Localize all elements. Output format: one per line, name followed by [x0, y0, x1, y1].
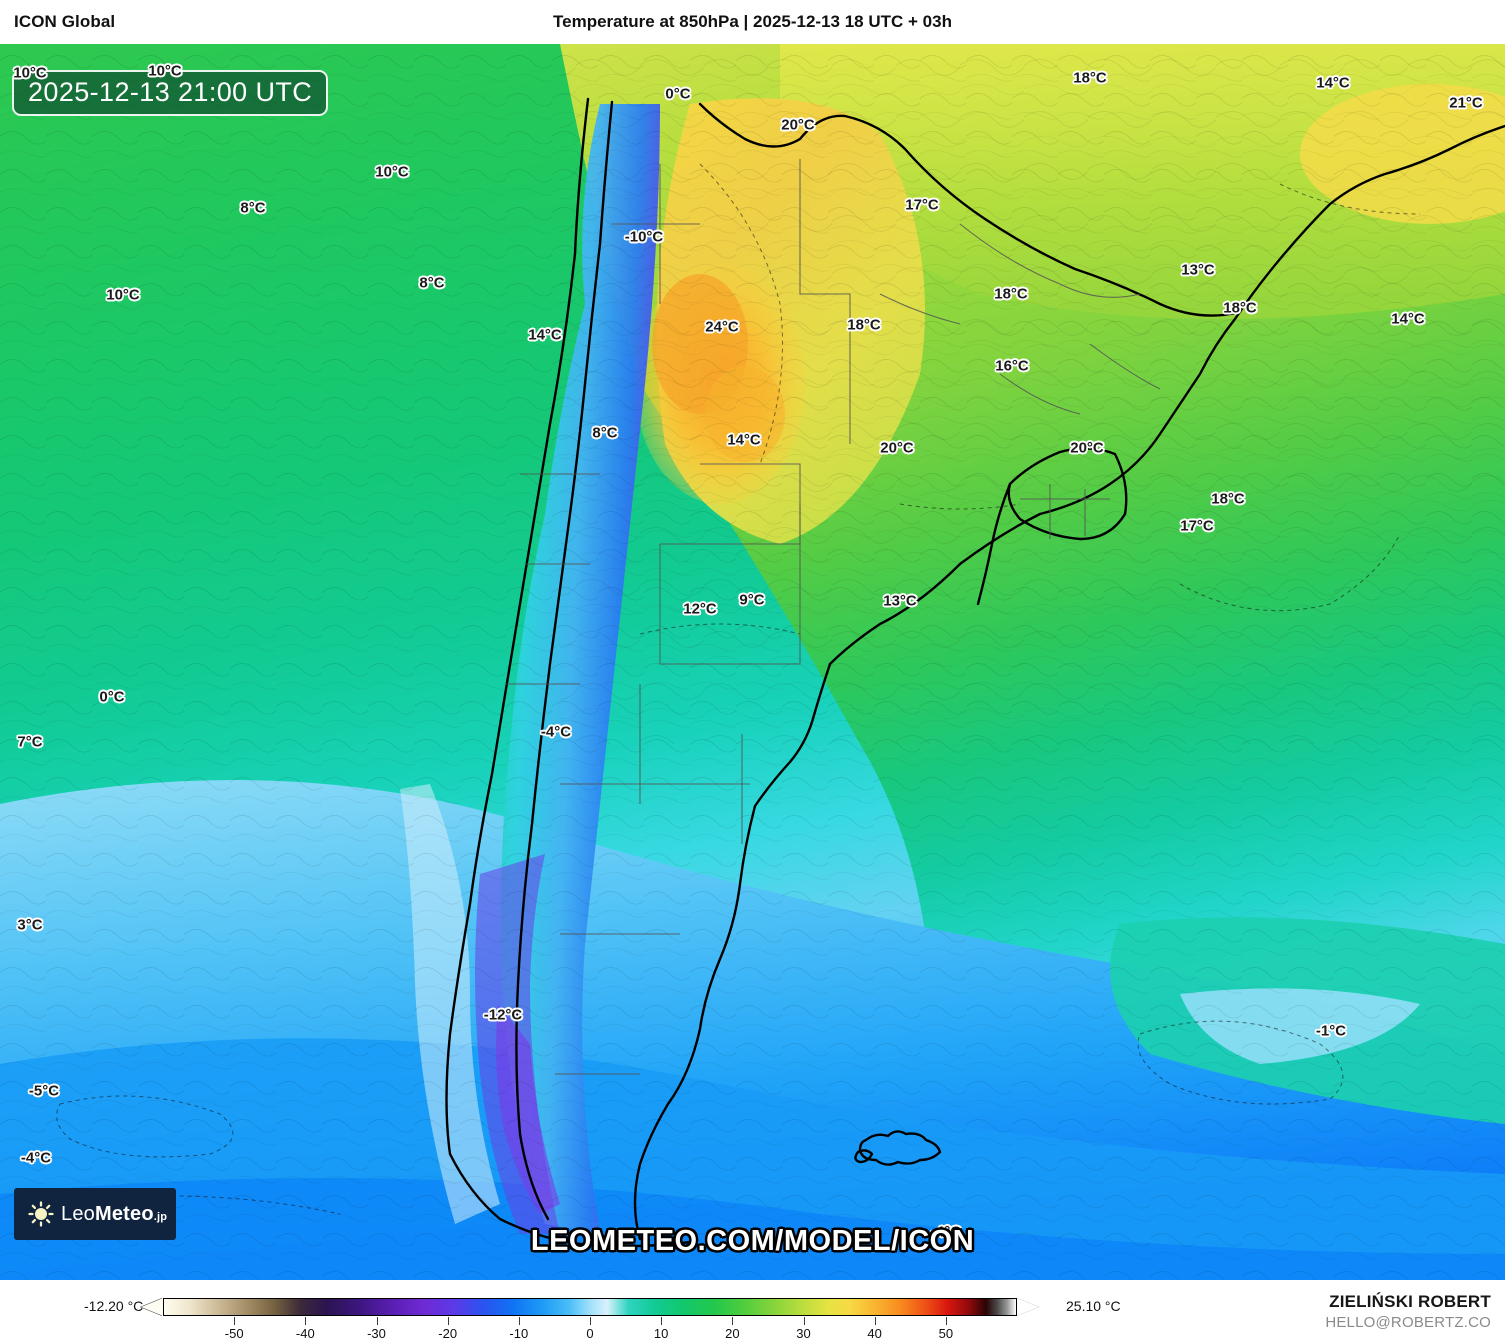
- scale-min-label: -12.20 °C: [84, 1298, 144, 1314]
- author-name: ZIELIŃSKI ROBERT: [1329, 1292, 1491, 1311]
- model-name-label: ICON Global: [14, 12, 116, 31]
- logo-tld: .jp: [153, 1210, 168, 1223]
- scale-tick-mark: [234, 1317, 236, 1325]
- leometeo-logo[interactable]: LeoMeteo.jp: [14, 1188, 176, 1240]
- scale-gradient-wrap: -50 -40 -30 -20 -10 0 10 20 30 40 50: [139, 1296, 1041, 1338]
- scale-tick-label: 40: [867, 1326, 882, 1338]
- page-header: ICON Global Temperature at 850hPa | 2025…: [0, 0, 1505, 44]
- scale-tick-label: -30: [367, 1326, 386, 1338]
- scale-tick-label: 0: [586, 1326, 594, 1338]
- admin-borders-layer: [505, 159, 1161, 1075]
- map-raster: [0, 44, 1505, 1280]
- scale-tick-mark: [376, 1317, 378, 1325]
- author-email[interactable]: HELLO@ROBERTZ.CO: [1325, 1314, 1491, 1331]
- scale-tick-mark: [590, 1317, 591, 1325]
- logo-wordmark: LeoMeteo.jp: [61, 1203, 167, 1226]
- scale-tick-mark: [732, 1317, 734, 1325]
- coastline-layer: [445, 97, 1505, 1248]
- scale-right-cap-icon: [1017, 1298, 1039, 1316]
- timestamp-badge: 2025-12-13 21:00 UTC: [12, 70, 329, 117]
- color-scale-bar: -12.20 °C 25.10 °C -50 -40 -30 -20 -10 0 10 20 3…: [0, 1280, 1505, 1338]
- logo-leo: Leo: [61, 1202, 95, 1225]
- scale-tick-mark: [945, 1317, 947, 1325]
- scale-tick-label: -40: [295, 1326, 315, 1338]
- scale-tick-label: 10: [653, 1326, 669, 1338]
- scale-tick-label: -50: [224, 1326, 244, 1338]
- sun-icon: [28, 1201, 54, 1227]
- temperature-map[interactable]: 2025-12-13 21:00 UTC 10°C 10°C 10°C 8°C 10°C…: [0, 44, 1505, 1280]
- page-title: Temperature at 850hPa | 2025-12-13 18 UT…: [553, 12, 952, 31]
- scale-tick-label: 20: [725, 1326, 740, 1338]
- scale-tick-label: -20: [438, 1326, 458, 1338]
- scale-tick-mark: [305, 1317, 307, 1325]
- scale-tick-label: 50: [938, 1326, 954, 1338]
- scale-tick-mark: [661, 1317, 663, 1325]
- scale-gradient: [163, 1298, 1017, 1316]
- scale-tick-mark: [874, 1317, 876, 1325]
- scale-tick-mark: [447, 1317, 449, 1325]
- scale-tick-mark: [518, 1317, 520, 1325]
- site-watermark: LEOMETEO.COM/MODEL/ICON: [530, 1225, 975, 1257]
- scale-tick-label: -10: [509, 1326, 529, 1338]
- logo-meteo: Meteo: [94, 1202, 154, 1225]
- scale-tick-label: 30: [796, 1326, 811, 1338]
- scale-left-cap-icon: [141, 1298, 163, 1316]
- scale-tick-mark: [803, 1317, 805, 1325]
- scale-max-label: 25.10 °C: [1066, 1298, 1121, 1314]
